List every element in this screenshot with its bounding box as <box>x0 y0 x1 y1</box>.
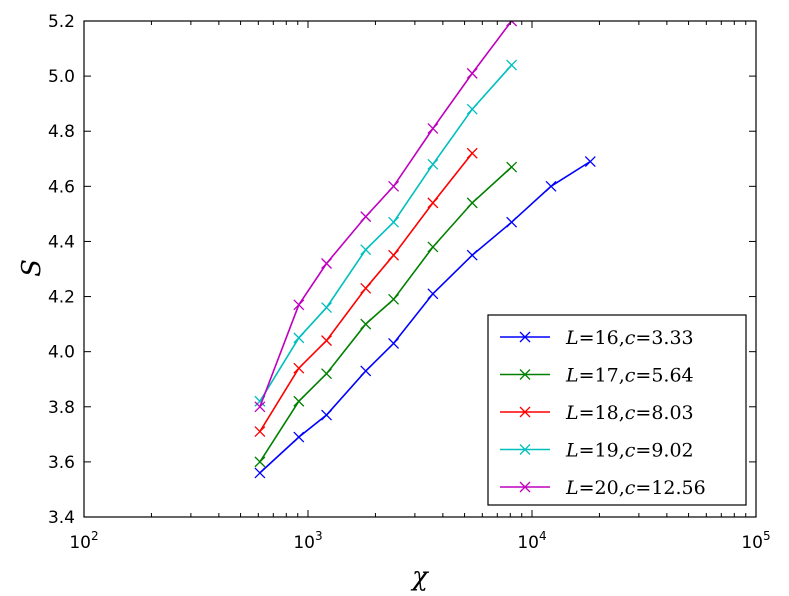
data-point-marker <box>360 211 372 223</box>
series-16 <box>254 156 596 479</box>
data-point-marker <box>360 244 372 256</box>
series-19 <box>254 59 518 407</box>
x-tick-label: 102 <box>69 529 98 553</box>
data-point-marker <box>360 318 372 330</box>
data-point-marker <box>254 401 266 413</box>
data-point-marker <box>427 241 439 253</box>
data-point-marker <box>545 180 557 192</box>
data-point-marker <box>321 258 333 269</box>
data-point-marker <box>254 456 266 468</box>
legend-entry: L=20,c=12.56 <box>500 477 706 499</box>
series-17 <box>254 161 518 468</box>
y-tick-label: 4.2 <box>48 288 75 308</box>
y-tick-label: 3.6 <box>48 453 75 473</box>
data-point-marker <box>321 335 333 347</box>
data-point-marker <box>427 158 439 170</box>
data-point-marker <box>427 197 439 209</box>
y-tick-label: 4.8 <box>48 122 75 142</box>
data-point-marker <box>466 67 478 79</box>
data-point-marker <box>293 431 305 443</box>
data-point-marker <box>466 103 478 115</box>
data-point-marker <box>506 161 518 173</box>
x-axis-label: χ <box>410 562 430 592</box>
data-point-marker <box>388 180 400 192</box>
y-tick-label: 5.2 <box>48 12 75 32</box>
data-point-marker <box>293 395 305 407</box>
legend-entry: L=17,c=5.64 <box>500 365 694 387</box>
series-20 <box>254 21 518 413</box>
axes-layer: 3.4 3.6 3.8 4.0 4.2 4.4 4.6 4.8 5.0 5.2 102 103 104 1… <box>48 12 771 553</box>
data-point-marker <box>321 368 333 380</box>
data-point-marker <box>254 467 266 479</box>
legend-label: L=16,c=3.33 <box>565 327 694 349</box>
legend: L=16,c=3.33 L=17,c=5.64 L=18,c=8.03 L=19,c=… <box>487 314 747 506</box>
data-point-marker <box>466 147 478 159</box>
x-tick-label: 105 <box>741 529 770 553</box>
data-point-marker <box>506 21 518 27</box>
y-tick-label: 3.8 <box>48 398 75 418</box>
series-line <box>259 160 591 474</box>
y-axis-label: S <box>17 259 47 277</box>
data-point-marker <box>506 59 518 71</box>
x-tick-label: 103 <box>293 529 322 553</box>
data-point-marker <box>427 288 439 300</box>
data-point-marker <box>427 123 439 134</box>
legend-frame <box>487 314 747 506</box>
legend-marker <box>519 481 531 493</box>
legend-entry: L=18,c=8.03 <box>500 402 694 424</box>
y-tick-label: 3.4 <box>48 508 75 528</box>
data-point-marker <box>360 282 372 294</box>
legend-marker <box>519 369 531 380</box>
data-point-marker <box>466 197 478 209</box>
legend-label: L=18,c=8.03 <box>565 402 694 424</box>
y-tick-label: 5.0 <box>48 67 75 87</box>
data-point-marker <box>466 249 478 261</box>
y-tick-label: 4.0 <box>48 343 75 363</box>
data-point-marker <box>293 362 305 374</box>
data-point-marker <box>388 216 400 228</box>
data-point-marker <box>293 299 305 311</box>
legend-marker <box>519 331 531 343</box>
data-point-marker <box>254 426 266 438</box>
data-point-marker <box>321 409 333 421</box>
y-tick-label: 4.4 <box>48 232 75 252</box>
data-point-marker <box>388 337 400 349</box>
series-layer <box>254 21 596 479</box>
x-tick-label: 104 <box>517 529 546 553</box>
legend-label: L=20,c=12.56 <box>565 477 706 499</box>
y-tick-label: 4.6 <box>48 177 75 197</box>
legend-label: L=19,c=9.02 <box>565 440 694 462</box>
legend-entry: L=16,c=3.33 <box>500 327 694 349</box>
plot-frame <box>83 20 757 518</box>
data-point-marker <box>388 293 400 305</box>
data-point-marker <box>360 365 372 377</box>
legend-label: L=17,c=5.64 <box>565 365 694 387</box>
data-point-marker <box>506 216 518 228</box>
data-point-marker <box>388 249 400 261</box>
legend-marker <box>519 444 531 455</box>
data-point-marker <box>293 332 305 344</box>
data-point-marker <box>584 156 596 167</box>
legend-marker <box>519 406 531 418</box>
series-line <box>259 21 513 408</box>
legend-entry: L=19,c=9.02 <box>500 440 694 462</box>
data-point-marker <box>321 302 333 314</box>
series-18 <box>254 147 478 438</box>
